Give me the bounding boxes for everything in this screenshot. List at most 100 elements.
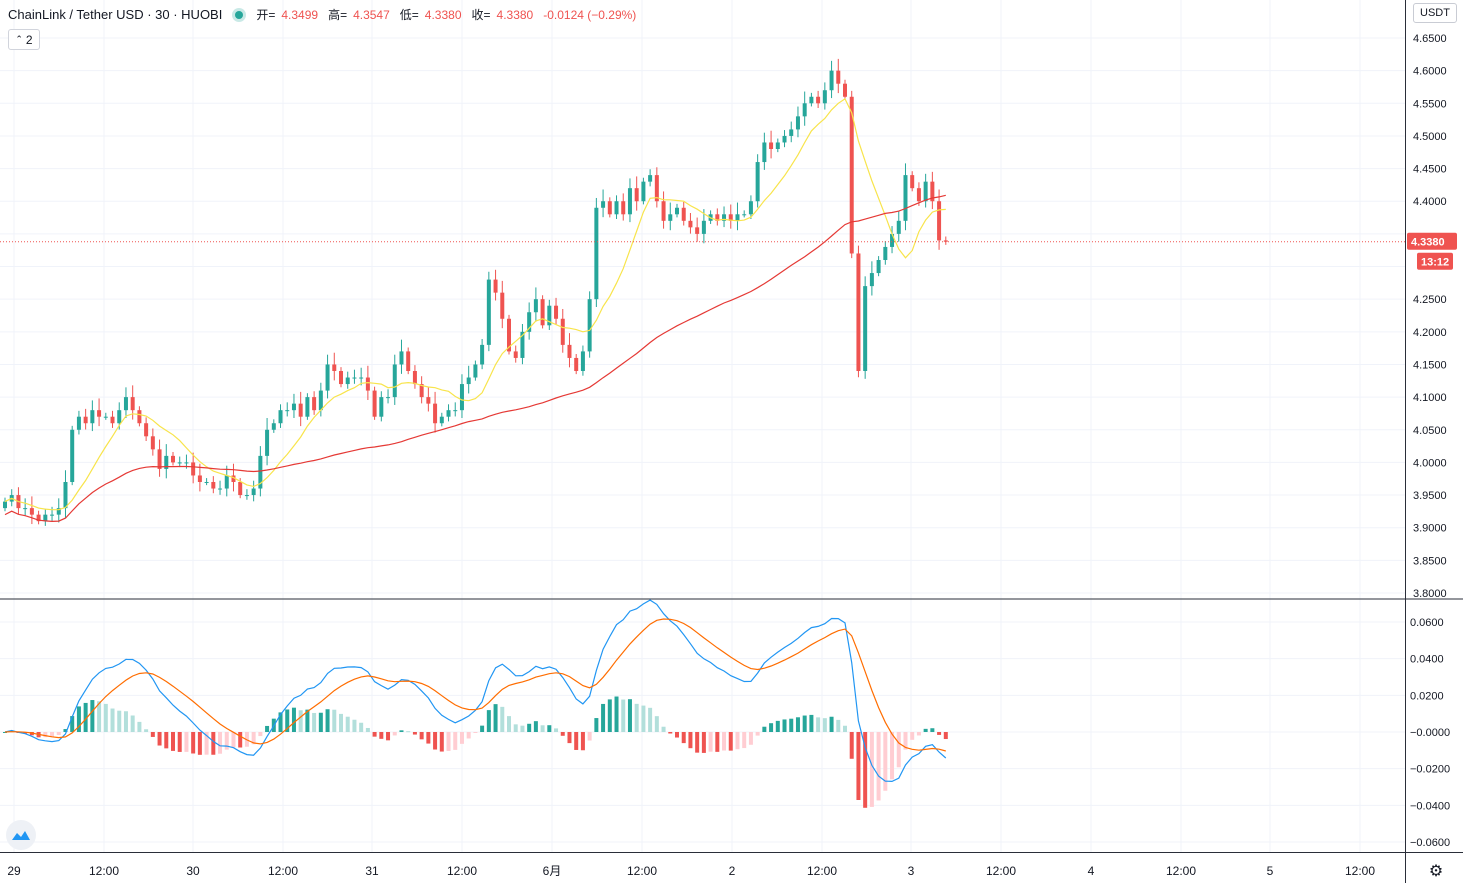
candle xyxy=(580,345,585,376)
candle-body xyxy=(3,501,7,509)
candle xyxy=(29,496,34,525)
macd-histogram-bar xyxy=(701,732,706,753)
macd-histogram-bar xyxy=(3,732,7,733)
macd-histogram-bar xyxy=(930,728,935,732)
candle xyxy=(406,347,411,375)
price-tick-label: 4.0500 xyxy=(1413,425,1447,437)
candle xyxy=(110,410,115,428)
candle xyxy=(76,410,81,435)
candle-body xyxy=(863,286,868,371)
macd-tick-label: 0.0200 xyxy=(1410,690,1444,702)
candle-body xyxy=(298,403,303,417)
macd-histogram-bar xyxy=(903,732,908,750)
candle xyxy=(856,245,861,378)
macd-histogram-bar xyxy=(224,732,229,750)
candle-body xyxy=(110,416,115,424)
candle xyxy=(372,386,377,420)
macd-histogram-bar xyxy=(191,732,196,754)
candle xyxy=(493,269,498,301)
candle xyxy=(943,236,948,245)
candle xyxy=(63,470,68,518)
macd-histogram-bar xyxy=(735,732,740,750)
macd-histogram-bar xyxy=(742,732,747,749)
candle-body xyxy=(197,475,202,482)
candle xyxy=(789,121,794,143)
macd-histogram-bar xyxy=(298,710,303,732)
candle-body xyxy=(43,514,48,522)
candle xyxy=(191,452,196,484)
symbol-title[interactable]: ChainLink / Tether USD · 30 · HUOBI xyxy=(8,7,223,22)
candle xyxy=(197,463,202,492)
macd-histogram-bar xyxy=(332,709,337,732)
candle-body xyxy=(76,416,81,430)
macd-histogram-bar xyxy=(278,712,283,732)
candle xyxy=(701,209,706,244)
macd-histogram-bar xyxy=(285,709,290,732)
candle xyxy=(123,387,128,419)
macd-histogram-bar xyxy=(809,714,814,732)
macd-histogram-bar xyxy=(748,732,753,745)
macd-histogram-bar xyxy=(90,700,95,732)
macd-histogram-bar xyxy=(675,732,679,738)
candle xyxy=(614,195,619,219)
candle-body xyxy=(177,462,182,464)
macd-histogram-bar xyxy=(943,732,948,740)
candle-body xyxy=(527,312,532,332)
macd-histogram-bar xyxy=(782,719,787,732)
price-tick-label: 4.4500 xyxy=(1413,164,1447,176)
candle xyxy=(56,498,61,523)
candle xyxy=(392,354,397,405)
candle-body xyxy=(433,403,438,424)
candle xyxy=(325,354,330,399)
macd-tick-label: −0.0400 xyxy=(1410,800,1450,812)
macd-histogram-bar xyxy=(923,728,928,732)
candle xyxy=(782,130,787,148)
candle-body xyxy=(150,436,155,450)
candle xyxy=(70,425,75,486)
macd-histogram-bar xyxy=(392,732,397,736)
time-tick-label: 5 xyxy=(1267,864,1274,878)
macd-histogram-bar xyxy=(641,705,646,732)
candle xyxy=(822,82,827,110)
signal-line xyxy=(4,618,946,752)
gear-icon[interactable]: ⚙ xyxy=(1428,863,1444,880)
candle-body xyxy=(191,462,196,476)
candle xyxy=(742,210,747,218)
indicator-collapse-button[interactable]: ⌃ 2 xyxy=(8,29,40,50)
macd-histogram-bar xyxy=(305,709,310,732)
time-tick-label: 12:00 xyxy=(89,864,119,878)
candle-body xyxy=(426,397,431,404)
macd-histogram-bar xyxy=(459,732,464,744)
macd-histogram-bar xyxy=(843,725,847,732)
candle-body xyxy=(641,181,646,202)
macd-histogram-bar xyxy=(231,732,236,748)
candle-body xyxy=(507,318,511,352)
candle-body xyxy=(533,299,538,313)
candle-body xyxy=(204,482,209,483)
candle xyxy=(869,261,874,296)
candle xyxy=(560,308,565,353)
macd-histogram-bar xyxy=(614,696,619,732)
candle-body xyxy=(399,351,404,365)
candle xyxy=(23,498,28,516)
macd-histogram-bar xyxy=(910,732,915,740)
currency-button[interactable]: USDT xyxy=(1413,3,1457,23)
candle xyxy=(291,393,296,419)
candle xyxy=(332,352,337,381)
candle xyxy=(426,387,431,412)
candle xyxy=(379,391,384,422)
candle-body xyxy=(930,181,935,202)
price-tick-label: 4.1000 xyxy=(1413,392,1447,404)
candle xyxy=(775,138,780,153)
candle-body xyxy=(372,390,377,417)
candle xyxy=(930,171,935,210)
tradingview-logo-icon[interactable] xyxy=(6,820,36,850)
macd-histogram-bar xyxy=(446,732,451,751)
candle-body xyxy=(332,364,337,371)
macd-histogram-bar xyxy=(775,720,780,732)
countdown-label: 13:12 xyxy=(1421,257,1449,269)
candle-body xyxy=(406,351,411,371)
macd-histogram-bar xyxy=(386,732,391,741)
macd-histogram-bar xyxy=(117,710,122,732)
